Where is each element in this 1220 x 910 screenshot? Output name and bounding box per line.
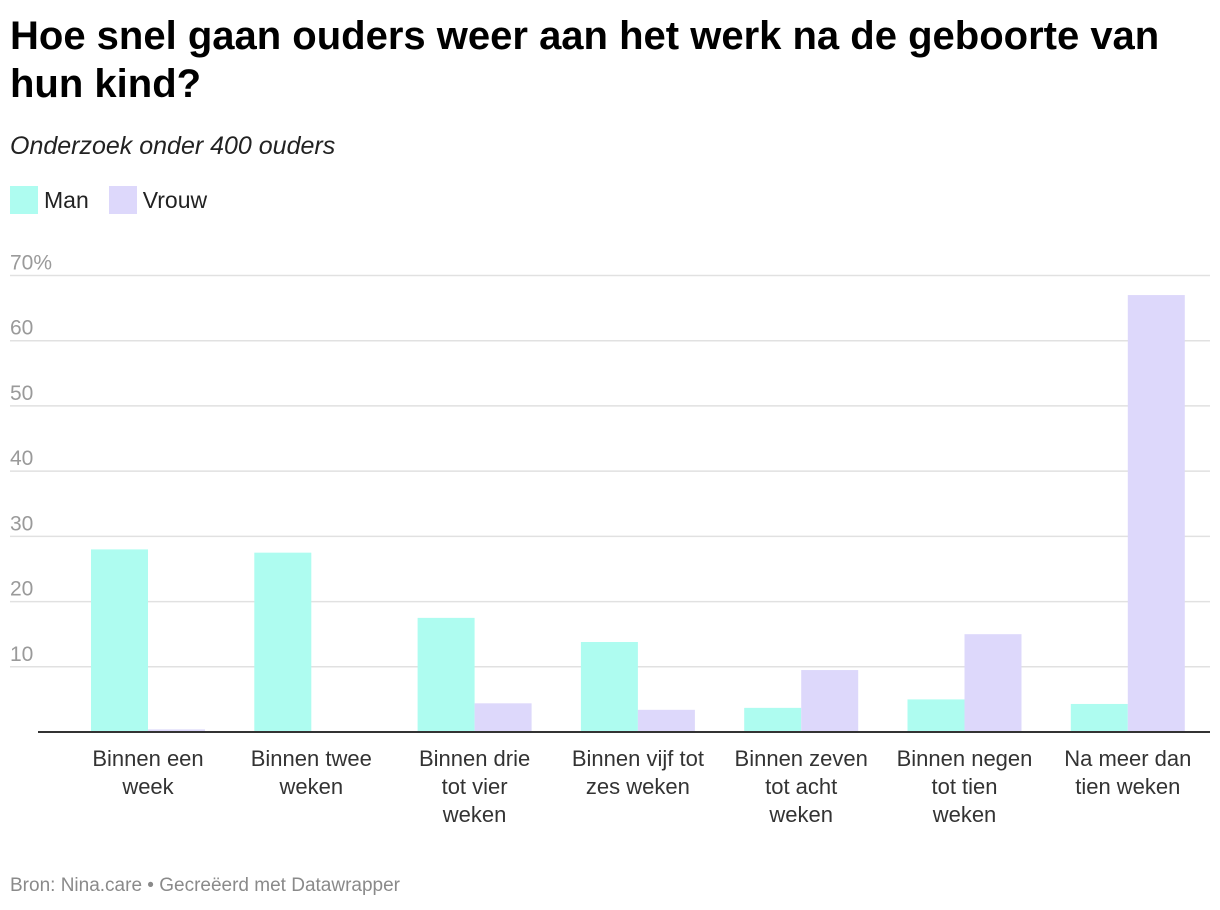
bar-vrouw <box>474 703 532 732</box>
legend-item-vrouw: Vrouw <box>108 186 208 214</box>
bar-vrouw <box>148 729 205 732</box>
chart-subtitle: Onderzoek onder 400 ouders <box>10 132 336 160</box>
legend-swatch-man <box>10 186 38 214</box>
x-tick-label: Binnen vijf tot zes weken <box>572 746 704 799</box>
x-tick-label: Binnen drie tot vier weken <box>419 746 530 827</box>
x-tick-label: Binnen een week <box>92 746 203 799</box>
legend-label-vrouw: Vrouw <box>142 187 208 213</box>
credit-note: Gecreëerd met Datawrapper <box>159 875 401 896</box>
x-tick-label: Binnen negen tot tien weken <box>897 746 1033 827</box>
y-tick-label: 20 <box>10 578 33 601</box>
legend-label-man: Man <box>44 187 89 213</box>
bar-vrouw <box>801 670 859 732</box>
legend-swatch-vrouw <box>108 186 137 214</box>
legend-item-man: Man <box>10 186 89 214</box>
bar-man <box>91 549 148 732</box>
x-tick-label: Binnen zeven tot acht weken <box>735 746 868 827</box>
bar-man <box>417 617 475 732</box>
y-tick-label: 60 <box>10 317 33 340</box>
y-tick-label: 40 <box>10 447 33 470</box>
bar-vrouw <box>964 634 1022 732</box>
bar-vrouw <box>1127 295 1185 732</box>
bar-chart: 10 20 30 40 50 60 70% Binnen een week Binnen twee… <box>10 252 1210 827</box>
bar-vrouw <box>637 709 695 732</box>
footer-separator: • <box>147 875 154 896</box>
y-tick-label: 70% <box>10 252 52 275</box>
bar-man <box>1070 703 1128 732</box>
bar-man <box>907 699 965 732</box>
y-tick-label: 50 <box>10 382 33 405</box>
x-tick-label: Na meer dan tien weken <box>1064 746 1191 799</box>
bar-man <box>580 642 638 732</box>
y-tick-label: 30 <box>10 512 33 535</box>
bar-man <box>254 552 312 732</box>
legend: Man Vrouw <box>10 186 227 214</box>
chart-title: Hoe snel gaan ouders weer aan het werk n… <box>10 14 1160 106</box>
footer: Bron: Nina.care • Gecreëerd met Datawrap… <box>10 874 400 898</box>
bar-man <box>744 707 802 732</box>
source-note: Bron: Nina.care <box>10 875 143 896</box>
y-tick-label: 10 <box>10 643 33 666</box>
x-tick-label: Binnen twee weken <box>251 746 372 799</box>
